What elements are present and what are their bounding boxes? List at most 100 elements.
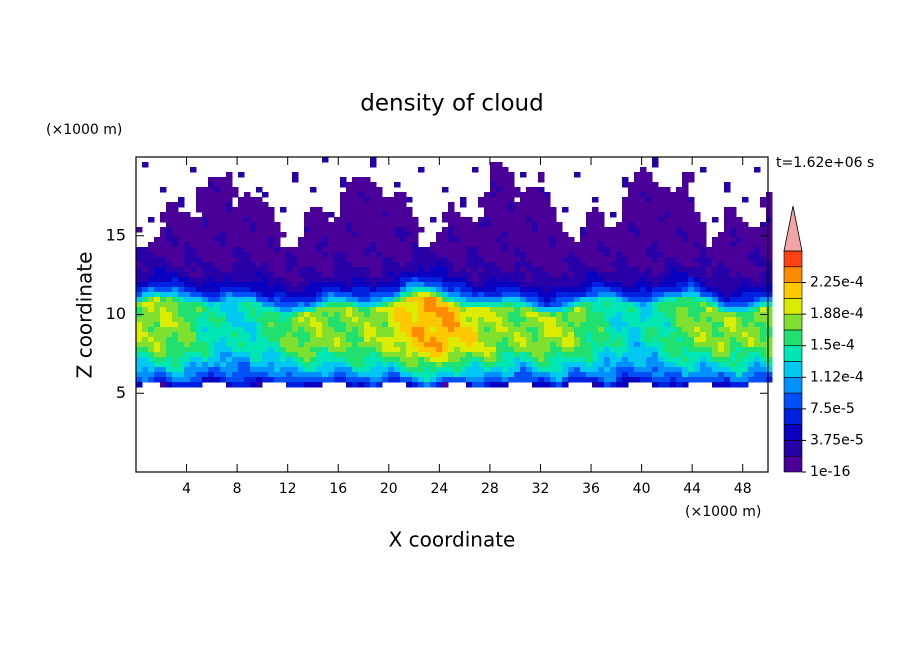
field-cell xyxy=(748,297,755,303)
field-cell xyxy=(568,287,575,293)
field-cell xyxy=(208,202,215,208)
field-cell xyxy=(298,362,305,368)
field-cell xyxy=(256,232,263,238)
field-cell xyxy=(628,332,635,338)
field-cell xyxy=(268,317,275,323)
field-cell xyxy=(208,362,215,368)
field-cell xyxy=(514,327,521,333)
field-cell xyxy=(430,367,437,373)
field-cell xyxy=(688,267,695,273)
field-cell xyxy=(682,322,689,328)
field-cell xyxy=(292,332,299,338)
field-cell xyxy=(442,317,449,323)
field-cell xyxy=(412,232,419,238)
field-cell xyxy=(256,367,263,373)
field-cell xyxy=(568,257,575,263)
field-cell xyxy=(472,312,479,318)
field-cell xyxy=(304,212,311,218)
field-cell xyxy=(730,232,737,238)
field-cell xyxy=(220,357,227,363)
field-cell xyxy=(616,332,623,338)
field-cell xyxy=(406,382,413,388)
field-cell xyxy=(370,362,377,368)
field-cell xyxy=(628,257,635,263)
field-cell xyxy=(388,222,395,228)
field-cell xyxy=(526,212,533,218)
field-cell xyxy=(568,337,575,343)
field-cell xyxy=(754,282,761,288)
field-cell xyxy=(748,237,755,243)
field-cell xyxy=(580,327,587,333)
field-cell xyxy=(262,192,269,198)
field-cell xyxy=(244,257,251,263)
field-cell xyxy=(736,302,743,308)
field-cell xyxy=(418,252,425,258)
field-cell xyxy=(688,347,695,353)
field-cell xyxy=(508,362,515,368)
field-cell xyxy=(490,252,497,258)
field-cell xyxy=(394,217,401,223)
field-cell xyxy=(220,257,227,263)
field-cell xyxy=(376,367,383,373)
field-cell xyxy=(526,267,533,273)
field-cell xyxy=(184,262,191,268)
field-cell xyxy=(310,352,317,358)
field-cell xyxy=(706,317,713,323)
field-cell xyxy=(334,302,341,308)
colorbar-tick-label: 7.5e-5 xyxy=(810,401,855,417)
field-cell xyxy=(358,182,365,188)
field-cell xyxy=(466,332,473,338)
field-cell xyxy=(436,277,443,283)
field-cell xyxy=(472,227,479,233)
field-cell xyxy=(592,287,599,293)
field-cell xyxy=(340,297,347,303)
field-cell xyxy=(448,232,455,238)
field-cell xyxy=(574,297,581,303)
field-cell xyxy=(358,267,365,273)
field-cell xyxy=(178,342,185,348)
field-cell xyxy=(196,367,203,373)
field-cell xyxy=(736,337,743,343)
field-cell xyxy=(238,302,245,308)
field-cell xyxy=(724,187,731,193)
field-cell xyxy=(166,237,173,243)
field-cell xyxy=(514,222,521,228)
field-cell xyxy=(196,277,203,283)
field-cell xyxy=(664,212,671,218)
field-cell xyxy=(556,357,563,363)
field-cell xyxy=(352,242,359,248)
field-cell xyxy=(442,367,449,373)
field-cell xyxy=(232,277,239,283)
field-cell xyxy=(634,362,641,368)
field-cell xyxy=(196,197,203,203)
field-cell xyxy=(268,297,275,303)
field-cell xyxy=(682,342,689,348)
field-cell xyxy=(310,377,317,383)
field-cell xyxy=(592,232,599,238)
field-cell xyxy=(514,347,521,353)
field-cell xyxy=(202,287,209,293)
field-cell xyxy=(574,277,581,283)
field-cell xyxy=(658,357,665,363)
field-cell xyxy=(514,192,521,198)
field-cell xyxy=(400,257,407,263)
field-cell xyxy=(184,247,191,253)
field-cell xyxy=(640,292,647,298)
field-cell xyxy=(514,187,521,193)
field-cell xyxy=(376,287,383,293)
field-cell xyxy=(562,332,569,338)
field-cell xyxy=(712,262,719,268)
field-cell xyxy=(496,347,503,353)
field-cell xyxy=(658,297,665,303)
field-cell xyxy=(166,357,173,363)
field-cell xyxy=(664,282,671,288)
field-cell xyxy=(226,262,233,268)
field-cell xyxy=(556,277,563,283)
field-cell xyxy=(658,217,665,223)
field-cell xyxy=(658,322,665,328)
x-tick-label: 32 xyxy=(532,481,550,497)
field-cell xyxy=(184,367,191,373)
field-cell xyxy=(442,322,449,328)
field-cell xyxy=(502,167,509,173)
x-unit-label: (×1000 m) xyxy=(685,504,761,520)
